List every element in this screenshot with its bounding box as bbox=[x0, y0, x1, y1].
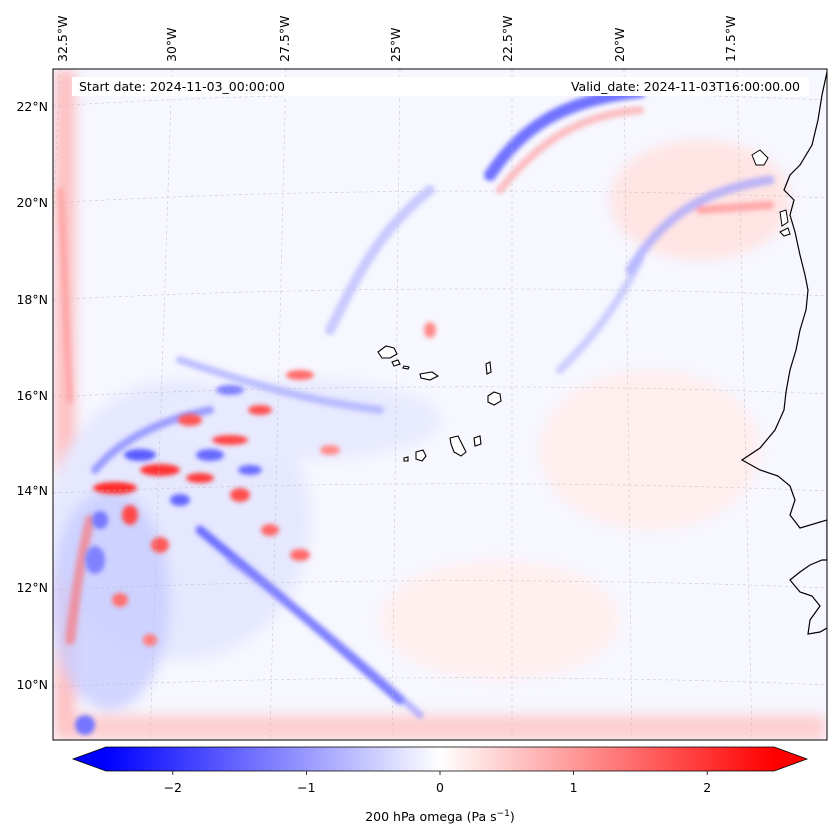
colorbar-label-exp: −1 bbox=[497, 809, 510, 819]
lat-label: 18°N bbox=[16, 292, 48, 307]
island-santa-luzia bbox=[402, 365, 410, 370]
omega-field bbox=[53, 69, 827, 740]
lat-label: 20°N bbox=[16, 195, 48, 210]
lon-label: 25°W bbox=[388, 27, 403, 62]
coast-detail-north bbox=[751, 149, 791, 237]
island-sal bbox=[485, 361, 492, 375]
lon-label: 27.5°W bbox=[277, 16, 292, 62]
colorbar-outline bbox=[71, 746, 809, 772]
colorbar-extend-min bbox=[73, 747, 106, 771]
lat-label: 10°N bbox=[16, 677, 48, 692]
start-date-label: Start date: 2024-11-03_00:00:00 bbox=[79, 79, 285, 94]
lat-label: 22°N bbox=[16, 99, 48, 114]
lon-label: 32.5°W bbox=[55, 16, 70, 62]
island-brava bbox=[403, 456, 409, 462]
omega-field-cells bbox=[75, 322, 436, 735]
colorbar-label-prefix: 200 hPa omega (Pa s bbox=[365, 809, 496, 824]
lat-label: 16°N bbox=[16, 388, 48, 403]
lon-label: 20°W bbox=[612, 27, 627, 62]
colorbar-tick-label: 1 bbox=[570, 780, 578, 795]
island-sao-nicolau bbox=[419, 371, 440, 381]
colorbar-tick-label: −1 bbox=[297, 780, 315, 795]
valid-date-label: Valid_date: 2024-11-03T16:00:00.00 bbox=[571, 79, 800, 94]
island-santiago bbox=[449, 435, 467, 457]
colorbar-tick-label: 0 bbox=[436, 780, 444, 795]
latitude-labels: 22°N 20°N 18°N 16°N 14°N 12°N 10°N bbox=[16, 99, 48, 692]
lon-label: 17.5°W bbox=[723, 16, 738, 62]
colorbar-tick-label: 2 bbox=[703, 780, 711, 795]
island-maio bbox=[473, 435, 482, 447]
lat-label: 14°N bbox=[16, 483, 48, 498]
island-sao-vicente bbox=[391, 359, 401, 367]
colorbar-extend-max bbox=[774, 747, 807, 771]
omega-field-bands bbox=[57, 86, 775, 719]
colorbar-gradient bbox=[106, 747, 774, 771]
island-santo-antao bbox=[377, 345, 398, 359]
header-bar bbox=[72, 77, 809, 96]
map-panel: Start date: 2024-11-03_00:00:00 Valid_da… bbox=[52, 68, 828, 741]
colorbar-label: 200 hPa omega (Pa s−1) bbox=[365, 809, 515, 824]
island-boa-vista bbox=[487, 391, 502, 406]
lat-label: 12°N bbox=[16, 580, 48, 595]
cape-verde-islands bbox=[377, 345, 502, 462]
african-coastline bbox=[740, 71, 827, 635]
island-fogo bbox=[415, 449, 427, 462]
lon-label: 30°W bbox=[164, 27, 179, 62]
map-frame bbox=[52, 68, 828, 741]
colorbar-tick-label: −2 bbox=[164, 780, 182, 795]
graticule bbox=[53, 69, 827, 740]
longitude-labels: 32.5°W 30°W 27.5°W 25°W 22.5°W 20°W 17.5… bbox=[55, 16, 738, 62]
colorbar: −2 −1 0 1 2 200 hPa omega (Pa s−1) bbox=[71, 746, 809, 824]
colorbar-label-suffix: ) bbox=[510, 809, 515, 824]
lon-label: 22.5°W bbox=[500, 16, 515, 62]
colorbar-ticks: −2 −1 0 1 2 bbox=[164, 771, 711, 795]
